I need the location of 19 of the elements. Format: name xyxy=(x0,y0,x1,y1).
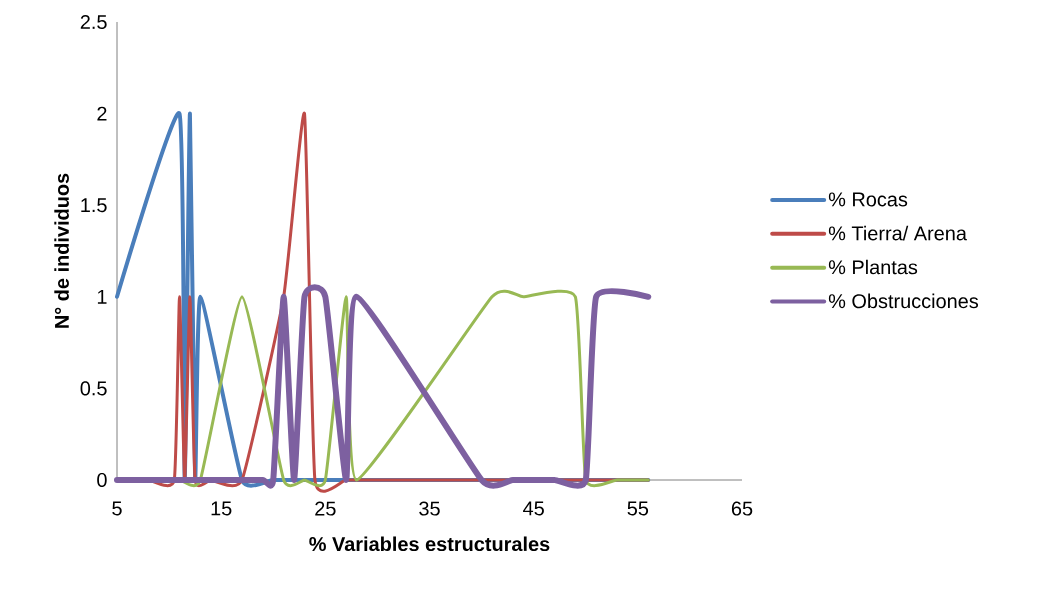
legend-label: % Obstrucciones xyxy=(828,293,979,309)
x-tick-label: 5 xyxy=(112,501,122,516)
legend-label: % Tierra/ Arena xyxy=(828,225,967,241)
x-tick-label: 25 xyxy=(315,501,336,516)
y-tick-label: 0.5 xyxy=(80,381,107,396)
x-tick-label: 15 xyxy=(211,501,232,516)
x-tick-label: 45 xyxy=(523,501,544,516)
y-tick-label: 0 xyxy=(97,472,107,488)
y-tick-label: 1 xyxy=(97,289,107,304)
x-axis-title: % Variables estructurales xyxy=(309,536,550,552)
y-tick-label: 2.5 xyxy=(80,14,107,30)
x-tick-label: 35 xyxy=(419,501,440,516)
legend-label: % Plantas xyxy=(828,259,918,275)
x-tick-label: 65 xyxy=(731,501,753,516)
y-axis-title: N° de individuos xyxy=(54,173,69,328)
y-tick-label: 2 xyxy=(97,106,107,121)
y-tick-label: 1.5 xyxy=(81,198,107,213)
legend-label: % Rocas xyxy=(828,192,908,207)
x-tick-label: 55 xyxy=(627,501,649,516)
